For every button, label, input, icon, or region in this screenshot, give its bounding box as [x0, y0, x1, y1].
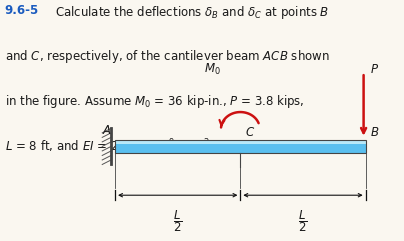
- Text: 9.6-5: 9.6-5: [5, 4, 39, 17]
- Text: in the figure. Assume $M_0$ = 36 kip-in., $P$ = 3.8 kips,: in the figure. Assume $M_0$ = 36 kip-in.…: [5, 93, 305, 110]
- Text: Calculate the deflections $\delta_B$ and $\delta_C$ at points $B$: Calculate the deflections $\delta_B$ and…: [55, 4, 329, 21]
- Text: $\dfrac{L}{2}$: $\dfrac{L}{2}$: [298, 208, 308, 234]
- Text: $\dfrac{L}{2}$: $\dfrac{L}{2}$: [173, 208, 183, 234]
- Text: $B$: $B$: [370, 126, 379, 139]
- Text: $A$: $A$: [102, 124, 112, 137]
- Text: $L$ = 8 ft, and $EI$ = 2.25 $\times$ 10$^9$ lb-in$^2$.: $L$ = 8 ft, and $EI$ = 2.25 $\times$ 10$…: [5, 137, 213, 155]
- Text: $M_0$: $M_0$: [204, 62, 221, 77]
- Bar: [115, 140, 366, 144]
- Bar: [115, 140, 366, 153]
- Text: $P$: $P$: [370, 63, 379, 76]
- Text: and $C$, respectively, of the cantilever beam $ACB$ shown: and $C$, respectively, of the cantilever…: [5, 48, 330, 65]
- Bar: [115, 140, 366, 153]
- Text: $C$: $C$: [245, 126, 255, 139]
